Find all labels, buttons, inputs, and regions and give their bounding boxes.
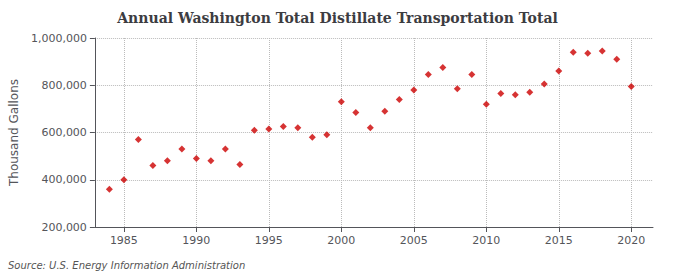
svg-text:600,000: 600,000 — [41, 126, 87, 139]
svg-text:1990: 1990 — [182, 234, 210, 247]
svg-text:1995: 1995 — [255, 234, 283, 247]
svg-text:200,000: 200,000 — [41, 221, 87, 234]
svg-text:2015: 2015 — [545, 234, 573, 247]
svg-text:2000: 2000 — [327, 234, 355, 247]
svg-text:2005: 2005 — [400, 234, 428, 247]
svg-text:2020: 2020 — [617, 234, 645, 247]
svg-text:Source: U.S. Energy Informatio: Source: U.S. Energy Information Administ… — [8, 260, 245, 271]
svg-text:2010: 2010 — [472, 234, 500, 247]
svg-text:1985: 1985 — [110, 234, 138, 247]
svg-text:1,000,000: 1,000,000 — [31, 32, 87, 45]
svg-text:800,000: 800,000 — [41, 79, 87, 92]
svg-text:400,000: 400,000 — [41, 173, 87, 186]
svg-text:Thousand Gallons: Thousand Gallons — [7, 79, 21, 187]
svg-text:Annual Washington Total Distil: Annual Washington Total Distillate Trans… — [116, 10, 558, 26]
